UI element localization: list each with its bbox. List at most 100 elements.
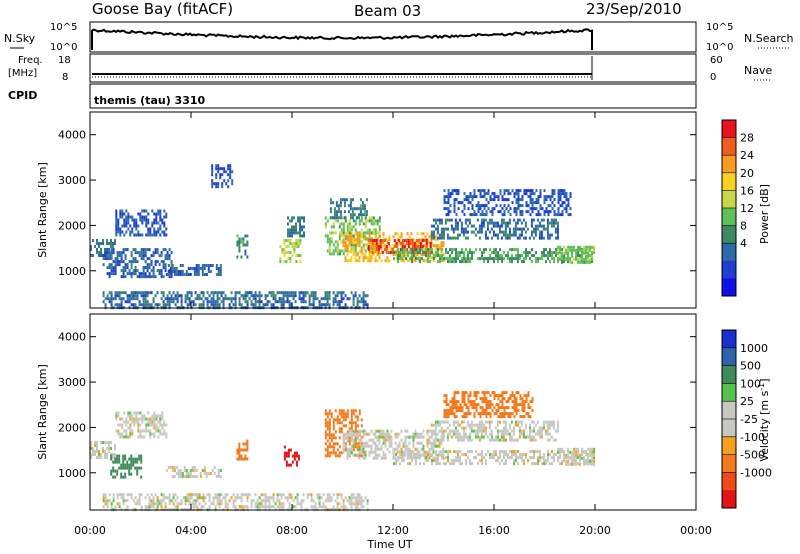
heatmap-cell	[579, 456, 582, 460]
heatmap-cell	[342, 409, 345, 413]
heatmap-cell	[478, 423, 481, 427]
heatmap-cell	[447, 415, 450, 419]
heatmap-cell	[143, 218, 146, 222]
heatmap-cell	[441, 453, 443, 457]
heatmap-cell	[122, 260, 125, 264]
heatmap-cell	[546, 426, 549, 430]
heatmap-cell	[557, 213, 560, 217]
heatmap-cell	[110, 457, 113, 461]
heatmap-cell	[162, 294, 165, 298]
heatmap-cell	[493, 453, 495, 457]
heatmap-cell	[370, 429, 373, 433]
heatmap-cell	[287, 448, 290, 452]
heatmap-cell	[162, 493, 165, 497]
heatmap-cell	[556, 429, 559, 433]
heatmap-cell	[378, 225, 381, 229]
heatmap-cell	[513, 415, 516, 419]
heatmap-cell	[557, 450, 560, 454]
heatmap-cell	[156, 303, 159, 307]
heatmap-cell	[178, 502, 181, 506]
heatmap-cell	[394, 456, 397, 460]
heatmap-cell	[548, 221, 551, 225]
heatmap-cell	[458, 432, 461, 436]
heatmap-cell	[587, 257, 590, 261]
heatmap-cell	[324, 412, 327, 416]
heatmap-cell	[260, 294, 263, 298]
heatmap-cell	[360, 499, 363, 503]
heatmap-cell	[561, 192, 564, 196]
heatmap-cell	[518, 233, 521, 237]
heatmap-cell	[287, 454, 290, 458]
heatmap-cell	[301, 234, 303, 238]
heatmap-cell	[202, 303, 205, 307]
heatmap-cell	[338, 427, 341, 431]
heatmap-cell	[122, 251, 125, 255]
heatmap-cell	[468, 435, 471, 439]
heatmap-cell	[328, 442, 331, 446]
heatmap-cell	[326, 499, 329, 503]
heatmap-cell	[312, 297, 315, 301]
heatmap-cell	[465, 462, 467, 466]
heatmap-cell	[521, 204, 524, 208]
heatmap-cell	[438, 247, 441, 251]
heatmap-cell	[447, 260, 449, 264]
heatmap-cell	[137, 233, 140, 237]
heatmap-cell	[256, 294, 259, 298]
heatmap-cell	[577, 453, 579, 457]
heatmap-cell	[180, 294, 183, 298]
heatmap-cell	[324, 297, 327, 301]
heatmap-cell	[477, 412, 480, 416]
heatmap-cell	[160, 505, 163, 509]
heatmap-cell	[483, 204, 486, 208]
heatmap-cell	[471, 254, 473, 258]
heatmap-cell	[527, 210, 530, 214]
heatmap-cell	[236, 255, 239, 259]
heatmap-cell	[134, 297, 137, 301]
heatmap-cell	[100, 251, 102, 254]
heatmap-cell	[585, 450, 587, 454]
heatmap-cell	[421, 239, 424, 242]
heatmap-cell	[400, 232, 403, 236]
heatmap-cell	[363, 210, 366, 214]
heatmap-cell	[454, 221, 457, 225]
heatmap-cell	[557, 260, 559, 264]
heatmap-cell	[350, 432, 353, 436]
heatmap-cell	[175, 472, 178, 475]
heatmap-cell	[338, 445, 341, 449]
heatmap-cell	[443, 201, 446, 205]
heatmap-cell	[244, 291, 247, 295]
heatmap-cell	[497, 251, 499, 255]
heatmap-cell	[157, 230, 160, 234]
heatmap-cell	[471, 400, 474, 404]
heatmap-cell	[287, 245, 290, 248]
heatmap-cell	[394, 441, 397, 445]
heatmap-cell	[378, 219, 381, 223]
heatmap-cell	[492, 224, 495, 228]
heatmap-cell	[120, 275, 123, 279]
heatmap-cell	[370, 259, 373, 263]
heatmap-cell	[530, 230, 533, 234]
heatmap-cell	[477, 257, 479, 261]
heatmap-cell	[559, 456, 561, 460]
heatmap-cell	[195, 475, 198, 478]
heatmap-cell	[219, 267, 222, 270]
heatmap-cell	[153, 423, 156, 427]
heatmap-cell	[324, 454, 327, 458]
heatmap-cell	[553, 459, 555, 463]
heatmap-cell	[340, 240, 343, 244]
heatmap-cell	[204, 297, 207, 301]
heatmap-cell	[289, 260, 292, 263]
heatmap-cell	[157, 429, 160, 433]
heatmap-cell	[395, 242, 398, 245]
heatmap-cell	[119, 230, 122, 234]
heatmap-cell	[496, 236, 499, 240]
heatmap-cell	[318, 502, 321, 506]
heatmap-cell	[342, 435, 345, 439]
heatmap-cell	[334, 249, 337, 253]
heatmap-cell	[322, 502, 325, 506]
heatmap-cell	[266, 300, 269, 304]
heatmap-cell	[160, 251, 163, 255]
heatmap-cell	[344, 415, 347, 419]
heatmap-cell	[569, 192, 572, 196]
heatmap-cell	[577, 248, 580, 252]
